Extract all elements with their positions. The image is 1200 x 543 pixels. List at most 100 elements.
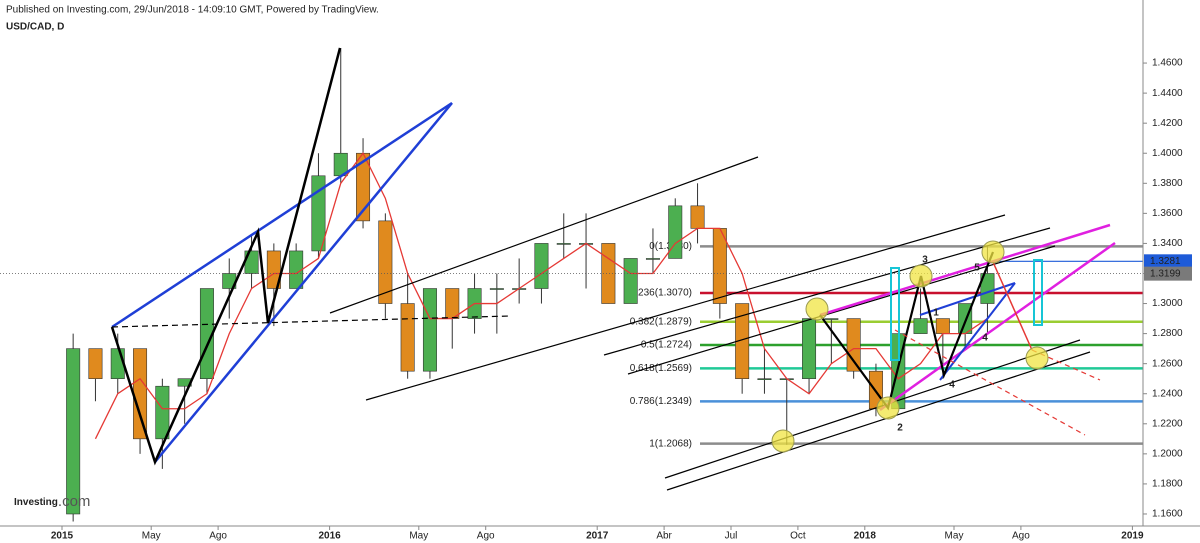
range-box <box>890 267 900 361</box>
wave-label: 2 <box>897 423 903 434</box>
wave-label: 3 <box>922 255 928 266</box>
candle-body <box>445 288 460 319</box>
candle-body <box>623 258 638 304</box>
wave-label: 1 <box>933 308 939 319</box>
marker-circle <box>876 396 900 420</box>
x-tick-label: Ago <box>477 531 495 542</box>
y-tick-label: 1.4000 <box>1152 148 1183 159</box>
trend-line <box>919 282 1016 316</box>
candle-body <box>66 348 81 515</box>
candle-body <box>824 318 839 320</box>
channel-line <box>879 241 1116 412</box>
y-tick-label: 1.2200 <box>1152 418 1183 429</box>
projection-line <box>894 329 1086 436</box>
y-tick-label: 1.2000 <box>1152 448 1183 459</box>
candle-body <box>266 250 281 289</box>
wave-label: 4 <box>982 333 988 344</box>
subtitle: Published on Investing.com, 29/Jun/2018 … <box>6 5 379 16</box>
y-tick-label: 1.2400 <box>1152 388 1183 399</box>
range-box <box>1033 259 1043 326</box>
wave-line <box>110 47 342 466</box>
trend-line <box>154 102 453 463</box>
candle-body <box>846 318 861 372</box>
candle-body <box>556 243 571 245</box>
chart-title: USD/CAD, D <box>6 22 64 33</box>
price-box <box>1144 254 1192 269</box>
candle-body <box>378 220 393 304</box>
x-tick-label: 2018 <box>854 531 877 542</box>
plot-area: 0(1.3380)0.236(1.3070)0.382(1.2879)0.5(1… <box>0 48 1143 522</box>
price-label: 1.3281 <box>1150 256 1181 267</box>
x-tick-label: May <box>945 531 964 542</box>
channel-line <box>329 156 759 314</box>
x-tick-label: Oct <box>790 531 806 542</box>
logo: Investing.com <box>14 493 90 510</box>
candle-body <box>422 288 437 372</box>
candle-body <box>88 348 103 379</box>
candle-body <box>489 288 504 290</box>
candle-body <box>400 303 415 372</box>
candle-body <box>668 205 683 259</box>
x-tick-label: 2019 <box>1121 531 1144 542</box>
wave-label: 5 <box>974 263 980 274</box>
y-tick-label: 1.3400 <box>1152 238 1183 249</box>
x-tick-label: 2016 <box>318 531 341 542</box>
channel-line <box>603 227 1051 356</box>
y-tick-label: 1.3000 <box>1152 298 1183 309</box>
candle-body <box>913 318 928 334</box>
trend-line <box>939 282 1016 381</box>
fib-label: 0.618(1.2569) <box>630 363 692 374</box>
y-tick-label: 1.1800 <box>1152 479 1183 490</box>
fib-label: 0.786(1.2349) <box>630 396 692 407</box>
y-tick-label: 1.4400 <box>1152 88 1183 99</box>
channel-line <box>666 351 1091 491</box>
x-tick-label: Ago <box>1012 531 1030 542</box>
candle-body <box>935 318 950 334</box>
candle-body <box>133 348 148 440</box>
dashed-line <box>111 315 511 328</box>
marker-circle <box>805 297 829 321</box>
fib-label: 1(1.2068) <box>649 438 692 449</box>
y-tick-label: 1.1600 <box>1152 509 1183 520</box>
x-tick-label: 2015 <box>51 531 74 542</box>
x-tick-label: May <box>142 531 161 542</box>
x-tick-label: Jul <box>725 531 738 542</box>
y-tick-label: 1.2800 <box>1152 328 1183 339</box>
marker-circle <box>771 429 795 453</box>
trend-line <box>111 101 453 329</box>
marker-circle <box>981 240 1005 264</box>
fib-label: 0.5(1.2724) <box>641 340 692 351</box>
wave-label: 4 <box>949 380 955 391</box>
candle-body <box>802 318 817 379</box>
moving-average <box>94 151 988 440</box>
candle-body <box>690 205 705 229</box>
x-tick-label: Abr <box>656 531 672 542</box>
channel-line <box>664 339 1081 479</box>
price-box <box>1144 266 1192 281</box>
x-tick-label: May <box>409 531 428 542</box>
y-tick-label: 1.3800 <box>1152 178 1183 189</box>
fib-label: 0.236(1.3070) <box>630 288 692 299</box>
channel-line <box>627 245 1056 375</box>
channel-line <box>819 223 1111 317</box>
y-tick-label: 1.2600 <box>1152 358 1183 369</box>
drawings: 3 1 5 4 2 4 <box>110 47 1116 491</box>
marker-circle <box>909 264 933 288</box>
channel-line <box>365 214 1006 401</box>
y-tick-label: 1.4200 <box>1152 118 1183 129</box>
candle-body <box>645 258 660 260</box>
y-tick-label: 1.3600 <box>1152 208 1183 219</box>
projection-arrow <box>992 261 1033 351</box>
marker-circle <box>1025 346 1049 370</box>
x-tick-label: Ago <box>209 531 227 542</box>
candle-body <box>712 228 727 304</box>
candle-body <box>155 385 170 440</box>
fib-label: 0.382(1.2879) <box>630 316 692 327</box>
candle-body <box>534 243 549 289</box>
candle-body <box>757 378 772 380</box>
candle-body <box>735 303 750 379</box>
price-label: 1.3199 <box>1150 268 1181 279</box>
y-tick-label: 1.4600 <box>1152 58 1183 69</box>
x-tick-label: 2017 <box>586 531 609 542</box>
